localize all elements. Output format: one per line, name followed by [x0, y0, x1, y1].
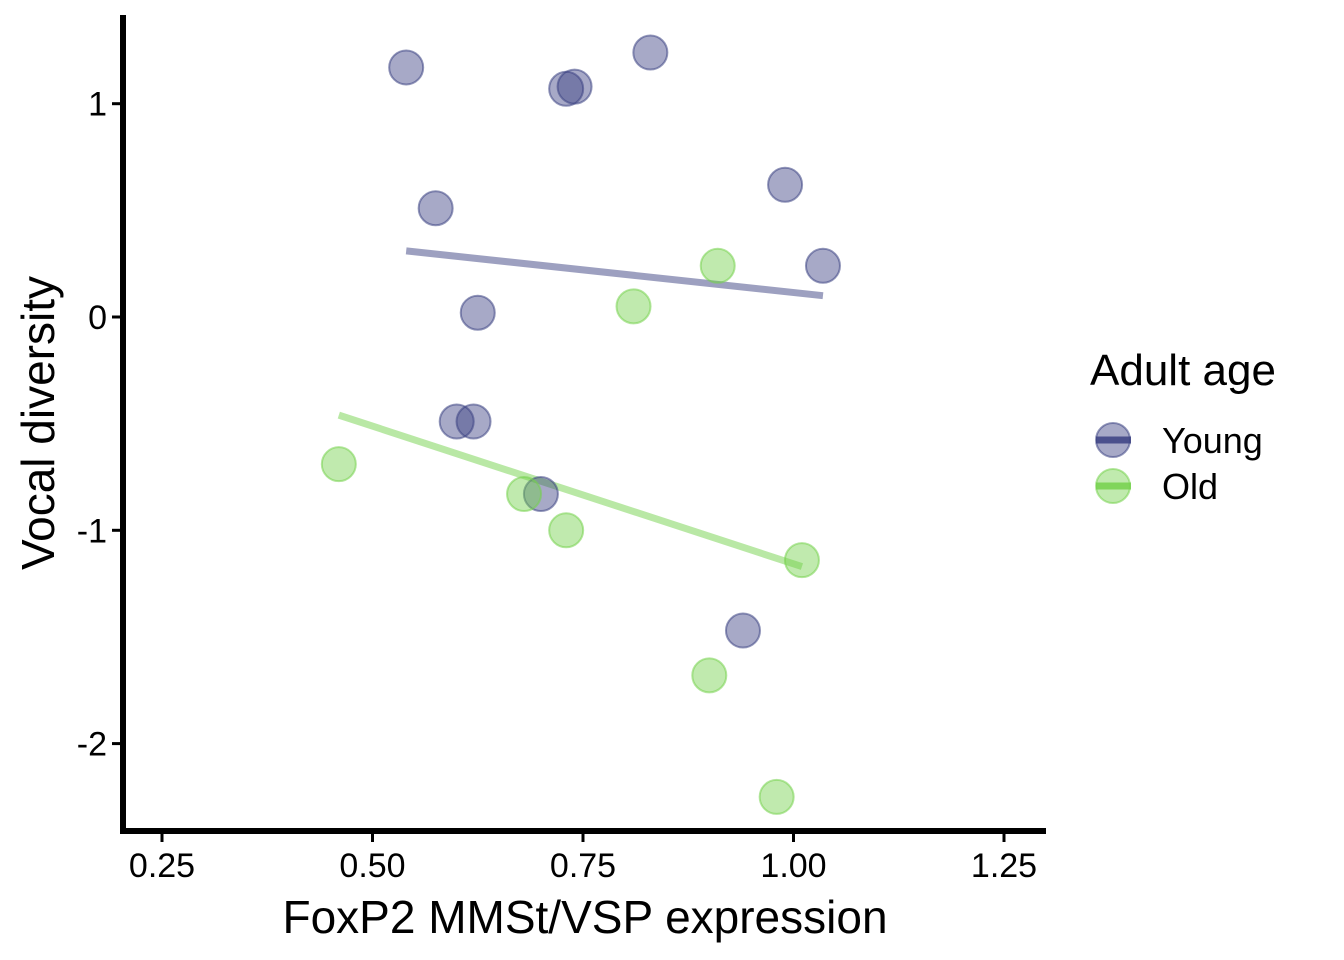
point-old [506, 476, 543, 513]
point-young [804, 247, 841, 284]
point-young [417, 190, 454, 227]
point-young [724, 612, 761, 649]
y-tick-label: 0 [88, 299, 107, 337]
x-tick-label: 0.50 [339, 847, 405, 885]
point-old [615, 288, 652, 325]
point-young [388, 49, 425, 86]
fit-lines [337, 247, 824, 570]
x-tick-label: 0.25 [129, 847, 195, 885]
point-young [459, 294, 496, 331]
point-young [632, 34, 669, 71]
point-old [548, 512, 585, 549]
fit-line-old [337, 411, 804, 570]
legend-label-old: Old [1162, 466, 1218, 507]
x-ticks: 0.25 0.50 0.75 1.00 1.25 [129, 834, 1037, 885]
point-old [699, 247, 736, 284]
point-young [556, 68, 593, 105]
legend-key-young [1095, 422, 1131, 458]
legend-label-young: Young [1162, 420, 1263, 461]
point-young [455, 403, 492, 440]
point-old [758, 778, 795, 815]
y-ticks: 1 0 -1 -2 [77, 86, 120, 764]
y-tick-label: -2 [77, 726, 107, 764]
y-tick-label: 1 [88, 86, 107, 124]
point-old [783, 542, 820, 579]
x-tick-label: 1.00 [760, 847, 826, 885]
legend-title: Adult age [1090, 346, 1276, 395]
y-tick-label: -1 [77, 512, 107, 550]
legend-key-old [1095, 468, 1131, 504]
y-axis-title: Vocal diversity [12, 276, 64, 570]
axes [120, 15, 1046, 834]
data-points [320, 34, 841, 815]
legend: Adult age Young Old [1090, 346, 1276, 507]
fit-line-young [405, 247, 824, 300]
x-tick-label: 0.75 [550, 847, 616, 885]
x-tick-label: 1.25 [971, 847, 1037, 885]
x-axis-title: FoxP2 MMSt/VSP expression [282, 891, 887, 943]
point-young [767, 166, 804, 203]
point-old [691, 657, 728, 694]
point-old [320, 446, 357, 483]
